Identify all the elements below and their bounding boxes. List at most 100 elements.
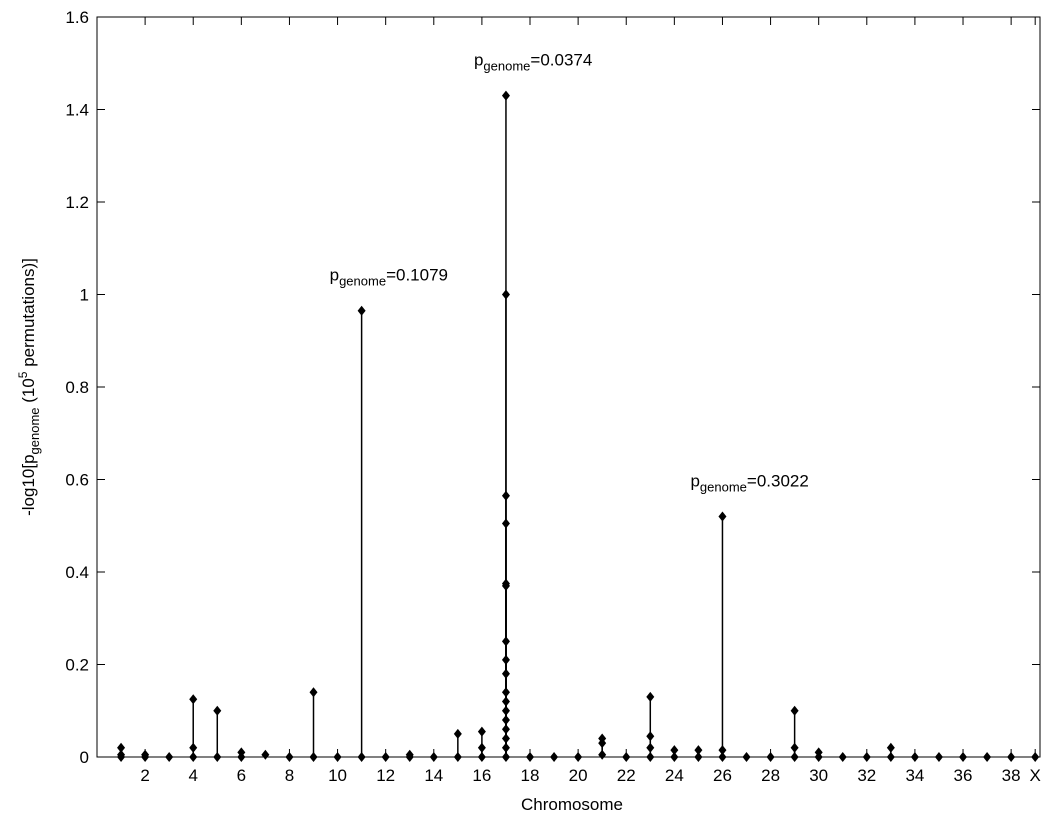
marker — [381, 752, 390, 762]
marker — [766, 752, 775, 762]
marker — [501, 724, 510, 735]
marker — [790, 752, 799, 762]
marker — [718, 752, 727, 762]
marker — [501, 289, 510, 300]
marker — [189, 694, 198, 705]
marker — [453, 728, 462, 739]
x-tick-label: 34 — [905, 766, 924, 785]
x-tick-label: 2 — [140, 766, 149, 785]
x-tick-label: 38 — [1002, 766, 1021, 785]
marker — [501, 715, 510, 725]
x-tick-label: 36 — [954, 766, 973, 785]
marker — [501, 654, 510, 665]
y-tick-label: 1 — [80, 286, 89, 305]
marker — [237, 752, 246, 762]
x-tick-label: 22 — [617, 766, 636, 785]
marker — [453, 752, 462, 762]
marker — [622, 752, 631, 762]
marker — [477, 726, 486, 737]
marker — [429, 752, 438, 762]
marker — [718, 745, 727, 756]
marker — [477, 752, 486, 762]
x-tick-label: 20 — [569, 766, 588, 785]
y-tick-label: 1.6 — [65, 8, 89, 27]
marker — [357, 305, 366, 316]
x-tick-label: 18 — [521, 766, 540, 785]
x-tick-label: 4 — [188, 766, 197, 785]
marker — [718, 511, 727, 522]
marker — [910, 752, 919, 762]
marker — [646, 691, 655, 702]
annotation-sub: genome — [700, 480, 747, 495]
marker — [646, 731, 655, 742]
marker — [261, 749, 270, 760]
y-tick-label: 0.8 — [65, 378, 89, 397]
marker — [501, 518, 510, 529]
marker — [501, 687, 510, 698]
marker — [862, 752, 871, 762]
y-tick-label: 1.2 — [65, 193, 89, 212]
marker — [501, 580, 510, 591]
marker — [501, 742, 510, 753]
marker — [117, 742, 126, 753]
marker — [646, 742, 655, 753]
annotation-p: p — [690, 472, 699, 491]
marker — [141, 752, 150, 762]
marker — [598, 749, 607, 760]
annotation: pgenome=0.0374 — [474, 51, 592, 74]
x-axis-label: Chromosome — [521, 795, 623, 814]
marker — [165, 752, 174, 762]
x-tick-label: 26 — [713, 766, 732, 785]
marker — [934, 752, 943, 762]
x-tick-label: 10 — [328, 766, 347, 785]
marker — [598, 738, 607, 749]
x-tick-label: 16 — [472, 766, 491, 785]
y-tick-label: 0.6 — [65, 471, 89, 490]
marker — [814, 752, 823, 762]
marker — [213, 752, 222, 762]
marker — [189, 742, 198, 753]
y-tick-label: 0 — [80, 748, 89, 767]
annotation-value: =0.3022 — [747, 472, 809, 491]
x-tick-label: X — [1030, 766, 1041, 785]
marker — [790, 705, 799, 716]
annotation-value: =0.1079 — [386, 266, 448, 285]
marker — [670, 752, 679, 762]
marker — [886, 752, 895, 762]
marker — [790, 742, 799, 753]
marker — [526, 752, 535, 762]
x-tick-label: 14 — [424, 766, 443, 785]
annotation-sub: genome — [483, 59, 530, 74]
annotation-value: =0.0374 — [530, 51, 592, 70]
marker — [357, 752, 366, 762]
marker — [959, 752, 968, 762]
annotation: pgenome=0.3022 — [690, 472, 808, 495]
marker — [886, 742, 895, 753]
y-tick-label: 0.4 — [65, 563, 89, 582]
annotation-p: p — [330, 266, 339, 285]
marker — [983, 752, 992, 762]
marker — [646, 752, 655, 762]
marker — [550, 752, 559, 762]
marker — [285, 752, 294, 762]
x-tick-label: 30 — [809, 766, 828, 785]
x-tick-label: 12 — [376, 766, 395, 785]
x-tick-label: 28 — [761, 766, 780, 785]
x-tick-label: 6 — [237, 766, 246, 785]
marker — [501, 668, 510, 679]
marker — [189, 752, 198, 762]
marker — [670, 745, 679, 756]
marker — [501, 696, 510, 707]
marker — [742, 752, 751, 762]
marker — [501, 752, 510, 762]
marker — [1031, 752, 1040, 762]
marker — [309, 752, 318, 762]
marker — [501, 733, 510, 744]
marker — [333, 752, 342, 762]
annotation-sub: genome — [339, 274, 386, 289]
marker — [501, 636, 510, 647]
x-tick-label: 24 — [665, 766, 684, 785]
plot-frame — [96, 16, 1041, 758]
marker — [309, 687, 318, 698]
